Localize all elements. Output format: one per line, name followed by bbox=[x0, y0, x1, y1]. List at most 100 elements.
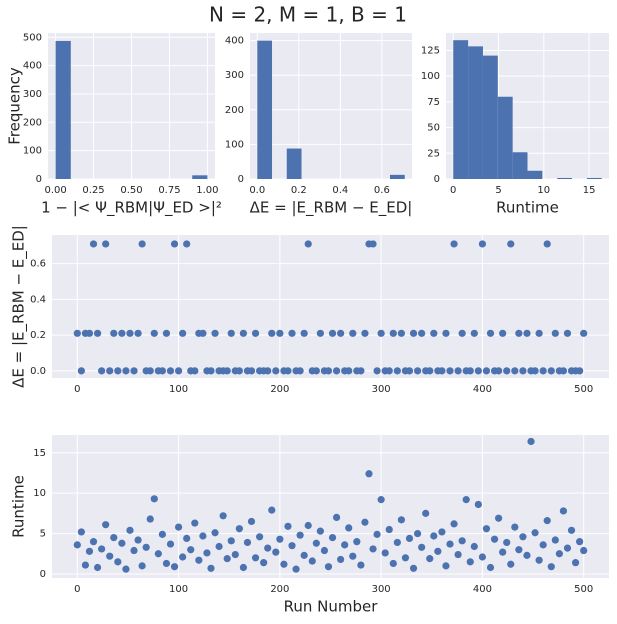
scatter-point bbox=[523, 329, 531, 337]
scatter-point bbox=[272, 548, 280, 556]
scatter-point bbox=[199, 532, 207, 540]
y-tick-label: 0 bbox=[434, 174, 440, 185]
scatter-point bbox=[276, 535, 284, 543]
y-tick-label: 100 bbox=[421, 71, 440, 82]
scatter-point bbox=[571, 559, 580, 567]
scatter-point bbox=[563, 544, 572, 552]
scatter-point bbox=[207, 367, 215, 375]
scatter-point bbox=[158, 367, 166, 375]
y-tick-label: 0 bbox=[36, 174, 42, 185]
scatter-point bbox=[292, 565, 300, 573]
scatter-point bbox=[580, 329, 588, 337]
scatter-point bbox=[405, 367, 414, 375]
scatter-point bbox=[191, 519, 199, 527]
scatter-point bbox=[158, 530, 166, 538]
scatter-point bbox=[535, 556, 543, 564]
scatter-point bbox=[345, 367, 353, 375]
scatter-point bbox=[373, 367, 381, 375]
scatter-point bbox=[89, 240, 98, 248]
scatter-point bbox=[547, 367, 555, 375]
scatter-point bbox=[531, 529, 539, 537]
scatter-point bbox=[118, 329, 126, 337]
scatter-point bbox=[482, 367, 491, 375]
scatter-point bbox=[268, 329, 276, 337]
scatter-point bbox=[430, 329, 438, 337]
scatter-point bbox=[162, 329, 171, 337]
scatter-point bbox=[199, 329, 207, 337]
scatter-point bbox=[474, 500, 482, 509]
scatter-point bbox=[543, 240, 551, 248]
x-tick-label: 0.0 bbox=[249, 185, 265, 196]
scatter-point bbox=[397, 329, 405, 337]
y-tick-label: 0 bbox=[238, 174, 244, 185]
y-tick-label: 0.6 bbox=[30, 259, 46, 270]
scatter-point bbox=[316, 329, 324, 337]
histogram-bar bbox=[286, 148, 302, 179]
scatter-point bbox=[377, 496, 385, 504]
scatter-point bbox=[179, 329, 187, 337]
scatter-point bbox=[580, 546, 588, 555]
scatter-point bbox=[426, 555, 434, 563]
y-axis-label: Runtime bbox=[10, 475, 28, 538]
scatter-point bbox=[138, 240, 146, 248]
scatter-point bbox=[304, 521, 312, 530]
scatter-point bbox=[454, 550, 462, 559]
scatter-point bbox=[126, 329, 134, 337]
histogram-bar bbox=[453, 40, 469, 180]
y-axis-label: ΔE = |E_RBM − E_ED| bbox=[10, 225, 29, 388]
scatter-point bbox=[332, 513, 341, 522]
scatter-point bbox=[559, 367, 568, 375]
scatter-point bbox=[381, 549, 389, 557]
scatter-point bbox=[519, 533, 527, 541]
scatter-point bbox=[511, 367, 519, 375]
scatter-point bbox=[81, 561, 90, 569]
scatter-point bbox=[260, 559, 268, 567]
scatter-point bbox=[284, 522, 292, 530]
scatter-point bbox=[430, 532, 438, 540]
scatter-point bbox=[106, 552, 114, 560]
x-tick-label: 200 bbox=[270, 384, 289, 395]
scatter-point bbox=[146, 367, 154, 375]
scatter-point bbox=[486, 329, 495, 337]
y-tick-label: 0.2 bbox=[30, 330, 46, 341]
scatter-point bbox=[312, 367, 320, 375]
y-tick-label: 300 bbox=[23, 89, 42, 100]
histogram-bar bbox=[55, 40, 71, 179]
scatter-point bbox=[264, 544, 272, 552]
scatter-point bbox=[231, 550, 239, 559]
x-tick-label: 0.00 bbox=[44, 185, 66, 196]
scatter-point bbox=[422, 509, 430, 517]
histogram-bar bbox=[482, 55, 498, 179]
scatter-point bbox=[122, 367, 130, 375]
scatter-point bbox=[511, 523, 519, 531]
scatter-point bbox=[397, 516, 405, 524]
y-axis-label: Frequency bbox=[6, 67, 24, 145]
x-tick-label: 500 bbox=[574, 584, 593, 595]
scatter-point bbox=[211, 329, 219, 337]
scatter-point bbox=[393, 367, 401, 375]
scatter-point bbox=[211, 529, 219, 537]
plot-area bbox=[250, 33, 412, 179]
scatter-point bbox=[413, 367, 422, 375]
scatter-point bbox=[389, 329, 397, 337]
x-tick-label: 15 bbox=[583, 185, 596, 196]
scatter-point bbox=[409, 329, 418, 337]
plot-area bbox=[52, 435, 609, 578]
scatter-point bbox=[272, 367, 280, 375]
scatter-point bbox=[413, 529, 422, 538]
scatter-point bbox=[247, 367, 256, 375]
scatter-point bbox=[264, 367, 272, 375]
scatter-point bbox=[195, 556, 203, 564]
scatter-point bbox=[174, 367, 183, 375]
scatter-point bbox=[150, 329, 158, 337]
scatter-point bbox=[174, 523, 183, 531]
scatter-point bbox=[438, 367, 446, 375]
scatter-point bbox=[563, 329, 572, 337]
scatter-point bbox=[247, 517, 256, 526]
x-tick-label: 100 bbox=[169, 384, 188, 395]
scatter-point bbox=[462, 496, 470, 504]
scatter-point bbox=[470, 329, 478, 337]
scatter-point bbox=[142, 543, 150, 551]
scatter-point bbox=[486, 563, 495, 572]
